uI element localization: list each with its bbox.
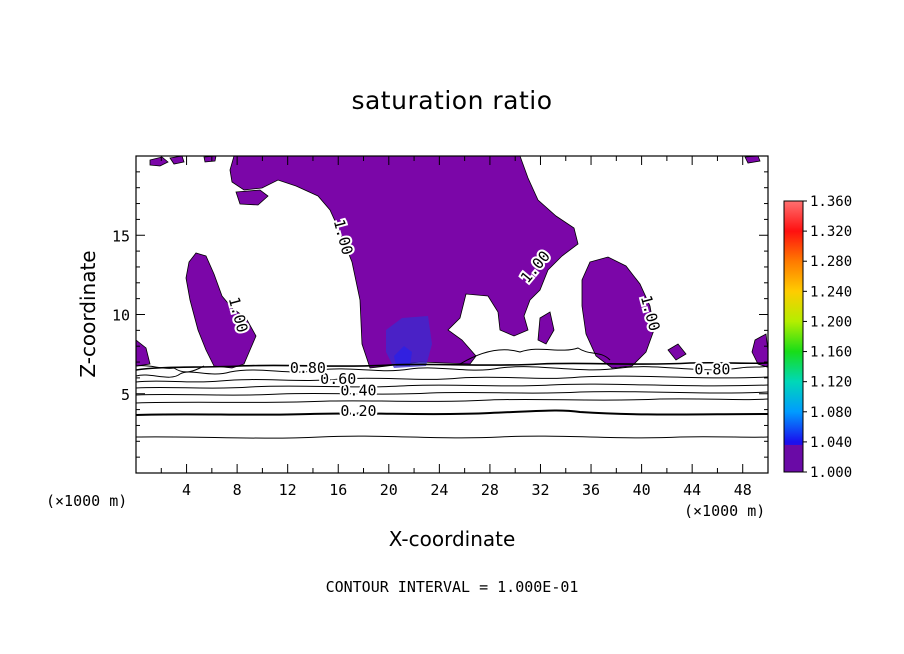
saturated-region <box>751 333 768 368</box>
saturated-region <box>744 156 761 164</box>
colorbar-tick-label: 1.120 <box>810 375 852 391</box>
x-tick-label: 40 <box>633 481 651 499</box>
colorbar-frame <box>783 200 804 473</box>
contour-label-halo: 0.80 <box>694 361 730 379</box>
contour-label: 0.80 <box>694 361 730 379</box>
colorbar-tick-label: 1.080 <box>810 405 852 421</box>
contour-lines <box>136 347 768 439</box>
x-tick-label: 16 <box>329 481 347 499</box>
x-axis-label: X-coordinate <box>388 527 516 551</box>
contour-label-halo: 0.60 <box>320 370 356 388</box>
chart-title: saturation ratio <box>351 86 553 115</box>
contour-label: 0.40 <box>340 381 376 399</box>
contour-line <box>136 347 611 373</box>
colorbar-tick-label: 1.200 <box>810 314 852 330</box>
y-tick-label: 10 <box>112 307 130 325</box>
supersaturated-core <box>394 346 412 366</box>
contour-line <box>136 375 768 383</box>
colorbar-tick-label: 1.000 <box>810 465 852 481</box>
saturation-fill-regions <box>136 156 768 369</box>
contour-line <box>136 391 768 396</box>
x-tick-label: 20 <box>380 481 398 499</box>
y-tick-label: 5 <box>121 386 130 404</box>
saturated-region <box>581 256 655 369</box>
contour-label-halo: 0.20 <box>340 402 376 420</box>
x-tick-label: 12 <box>279 481 297 499</box>
contour-label: 0.80 <box>290 359 326 377</box>
colorbar-tick-label: 1.280 <box>810 254 852 270</box>
colorbar <box>783 200 804 473</box>
x-units-label-left: (×1000 m) <box>46 492 128 510</box>
colorbar-tick-label: 1.320 <box>810 224 852 240</box>
saturated-region <box>235 189 269 206</box>
contour-line <box>136 435 768 439</box>
contour-line <box>136 409 768 416</box>
contour-line <box>136 365 768 378</box>
contour-interval-note: CONTOUR INTERVAL = 1.000E-01 <box>325 578 579 596</box>
colorbar-tick-label: 1.040 <box>810 435 852 451</box>
contour-line <box>136 383 768 389</box>
x-tick-label: 28 <box>481 481 499 499</box>
contour-line <box>136 398 768 404</box>
saturated-region <box>229 156 579 369</box>
contour-label: 0.20 <box>340 402 376 420</box>
saturated-region <box>185 252 257 369</box>
x-tick-label: 36 <box>582 481 600 499</box>
x-tick-label: 8 <box>233 481 242 499</box>
y-tick-label: 15 <box>112 227 130 245</box>
colorbar-tick-label: 1.160 <box>810 345 852 361</box>
saturated-region <box>667 343 687 361</box>
colorbar-tick-label: 1.360 <box>810 194 852 210</box>
saturated-region <box>149 156 169 167</box>
x-units-label-right: (×1000 m) <box>684 502 766 520</box>
x-tick-label: 24 <box>430 481 448 499</box>
saturated-region <box>203 156 217 163</box>
contour-line <box>136 361 768 371</box>
colorbar-base-band <box>784 445 803 472</box>
contour-label: 0.60 <box>320 370 356 388</box>
saturated-region <box>537 311 555 345</box>
colorbar-tick-label: 1.240 <box>810 284 852 300</box>
x-tick-label: 32 <box>531 481 549 499</box>
x-tick-label: 44 <box>683 481 701 499</box>
x-tick-label: 4 <box>182 481 191 499</box>
contour-label-halo: 0.40 <box>340 381 376 399</box>
contour-label-halo: 0.80 <box>290 359 326 377</box>
x-tick-label: 48 <box>734 481 752 499</box>
saturated-region <box>169 156 185 165</box>
